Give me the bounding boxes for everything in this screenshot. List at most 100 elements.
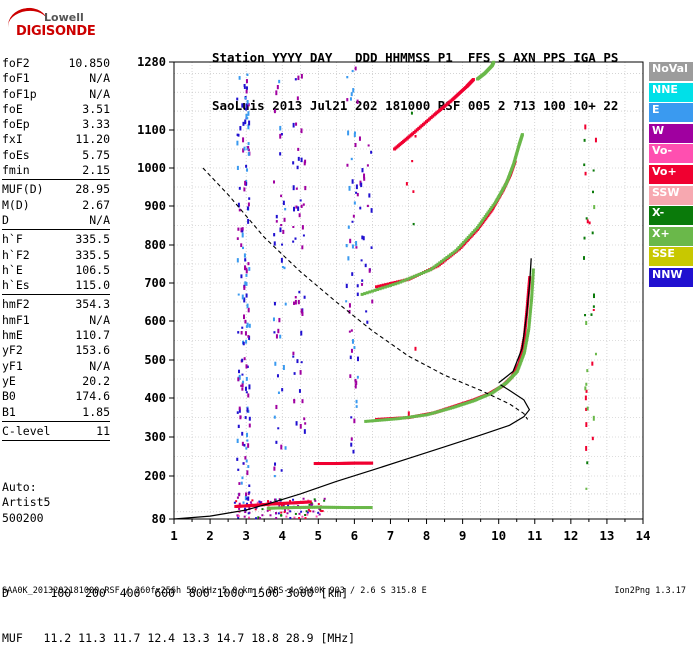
echo-dot [318, 513, 321, 516]
trace-1-dot [531, 279, 535, 283]
x-tick-label: 13 [599, 528, 614, 543]
trace-7-dot [346, 506, 350, 510]
trace-8-dot [318, 462, 322, 466]
trace-4-dot [423, 121, 427, 125]
echo-dot [318, 507, 321, 510]
trace-1-dot [531, 270, 535, 274]
echo-dot [238, 492, 241, 497]
echo-dot [312, 510, 315, 513]
echo-dot [355, 405, 358, 408]
trace-7-dot [301, 505, 305, 509]
param-separator [2, 440, 110, 442]
echo-dot [233, 501, 236, 504]
trace-7-dot [369, 506, 373, 510]
echo-dot [240, 384, 243, 387]
trace-7-dot [335, 505, 339, 509]
echo-dot [287, 508, 290, 511]
trace-3-dot [391, 283, 395, 287]
echo-dot [261, 514, 264, 517]
trace-3-dot [483, 215, 487, 219]
echo-dot [412, 222, 415, 226]
echo-dot [354, 378, 357, 383]
echo-dot [238, 507, 241, 510]
echo-dot [346, 163, 349, 167]
echo-dot [351, 244, 354, 249]
echo-dot [241, 387, 244, 391]
echo-dot [244, 180, 247, 186]
echo-dot [282, 364, 285, 370]
echo-dot [594, 137, 597, 143]
trace-3-dot [426, 269, 430, 273]
trace-8-dot [313, 462, 317, 466]
echo-dot [243, 297, 246, 303]
trace-1-dot [523, 349, 527, 353]
echo-dot [261, 508, 264, 511]
echo-dot [414, 135, 417, 138]
echo-dot [305, 510, 308, 513]
echo-dot [362, 236, 365, 241]
param-value: 5.75 [82, 147, 110, 162]
echo-dot [243, 357, 246, 361]
trace-3-dot [383, 285, 387, 289]
trace-6-dot [290, 501, 294, 505]
note-line: Artist5 [2, 495, 51, 510]
trace-1-dot [366, 419, 370, 423]
ionogram-parameters: foF2 10.850 foF1 N/A foF1p N/A foE 3.51 foEp 3.33… [2, 56, 110, 443]
echo-dot [244, 258, 247, 262]
echo-dot [367, 144, 370, 147]
echo-dot [259, 502, 262, 505]
echo-dot [407, 411, 410, 417]
echo-dot [236, 237, 239, 240]
echo-dot [356, 99, 359, 104]
echo-dot [238, 406, 241, 410]
trace-3-dot [424, 270, 428, 274]
echo-dot [348, 303, 351, 308]
param-separator [2, 229, 110, 231]
trace-1-dot [394, 417, 398, 421]
trace-7-dot [277, 506, 281, 510]
trace-7-dot [351, 506, 355, 510]
echo-dot [277, 427, 280, 430]
echo-dot [279, 133, 282, 139]
echo-dot [282, 200, 285, 206]
trace-3-dot [450, 251, 454, 255]
echo-dot [266, 509, 269, 512]
param-value: 110.7 [75, 328, 110, 343]
echo-dot [246, 502, 249, 505]
echo-dot [370, 246, 373, 249]
echo-dot [269, 500, 272, 503]
y-tick-label: 900 [144, 199, 166, 213]
trace-7-dot [284, 506, 288, 510]
echo-dot [303, 417, 306, 421]
trace-3-dot [368, 290, 372, 294]
trace-1-dot [387, 417, 391, 421]
echo-dot [247, 103, 250, 107]
trace-1-dot [527, 327, 531, 331]
echo-dot [247, 148, 250, 152]
y-tick-label: 400 [144, 391, 166, 405]
echo-dot [247, 393, 250, 398]
param-row: MUF(D) 28.95 [2, 182, 110, 197]
echo-dot [361, 279, 364, 282]
param-row: h`Es 115.0 [2, 278, 110, 293]
echo-dot [242, 380, 245, 384]
trace-1-dot [425, 413, 429, 417]
autoscaling-notes: Auto: Artist5 500200 [2, 480, 50, 526]
trace-3-dot [417, 272, 421, 276]
echo-dot [247, 142, 250, 146]
echo-dot [236, 411, 239, 414]
echo-dot [586, 406, 589, 411]
trace-1-dot [406, 415, 410, 419]
trace-0-dot [518, 356, 522, 360]
trace-7-dot [270, 506, 274, 510]
echo-dot [356, 375, 359, 379]
param-name: hmF1 [2, 312, 30, 327]
echo-dot [591, 436, 594, 441]
echo-dot [585, 422, 588, 428]
param-row: h`E 106.5 [2, 263, 110, 278]
trace-3-dot [476, 225, 480, 229]
legend-item-noval: NoVal [649, 62, 693, 81]
echo-dot [309, 510, 312, 513]
echo-dot [246, 365, 249, 369]
echo-dot [300, 73, 303, 79]
